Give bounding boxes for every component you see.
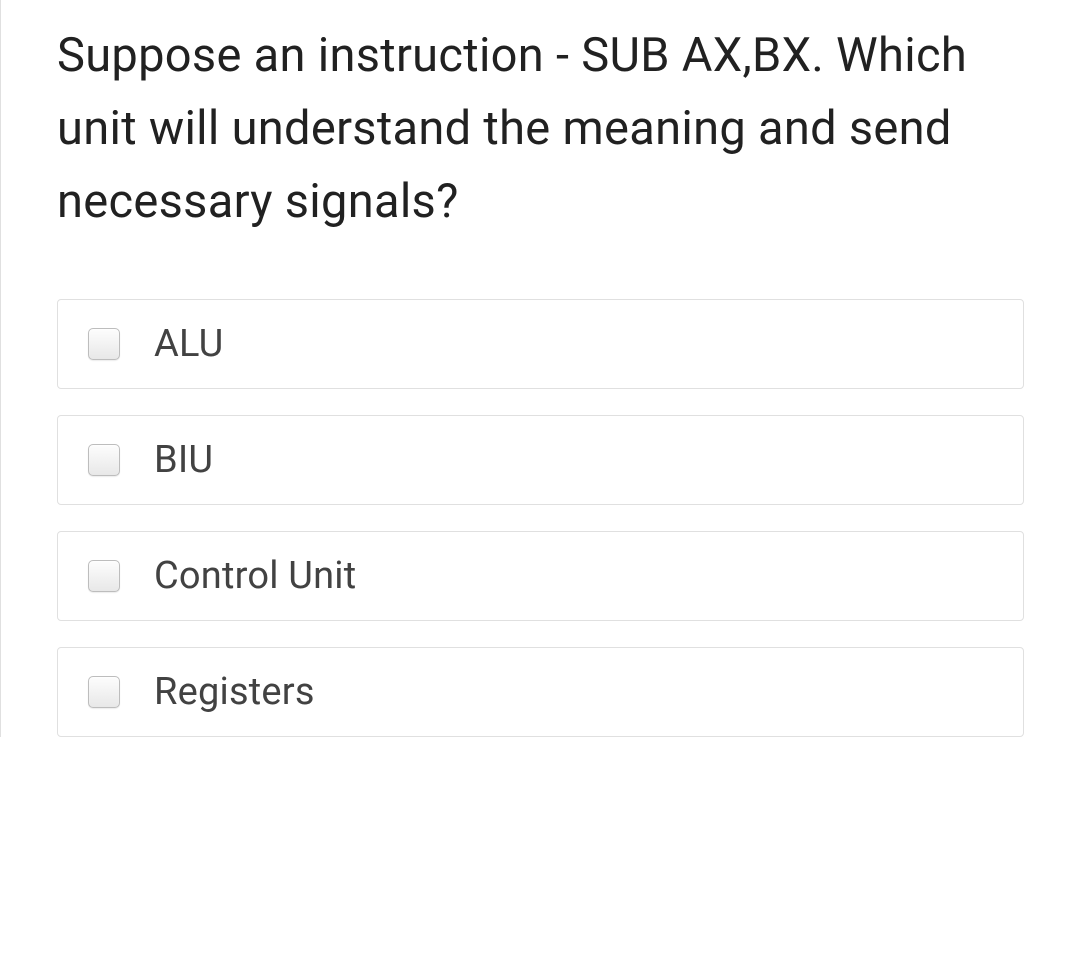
- option-alu[interactable]: ALU: [57, 299, 1024, 389]
- checkbox-icon[interactable]: [88, 328, 120, 360]
- options-container: ALU BIU Control Unit Registers: [57, 299, 1024, 737]
- checkbox-icon[interactable]: [88, 444, 120, 476]
- checkbox-icon[interactable]: [88, 676, 120, 708]
- option-label: BIU: [154, 438, 213, 482]
- option-label: Registers: [154, 670, 315, 714]
- question-container: Suppose an instruction - SUB AX,BX. Whic…: [0, 0, 1080, 737]
- option-biu[interactable]: BIU: [57, 415, 1024, 505]
- checkbox-icon[interactable]: [88, 560, 120, 592]
- question-text: Suppose an instruction - SUB AX,BX. Whic…: [57, 20, 1024, 239]
- option-registers[interactable]: Registers: [57, 647, 1024, 737]
- option-label: Control Unit: [154, 554, 356, 598]
- option-control-unit[interactable]: Control Unit: [57, 531, 1024, 621]
- option-label: ALU: [154, 322, 224, 366]
